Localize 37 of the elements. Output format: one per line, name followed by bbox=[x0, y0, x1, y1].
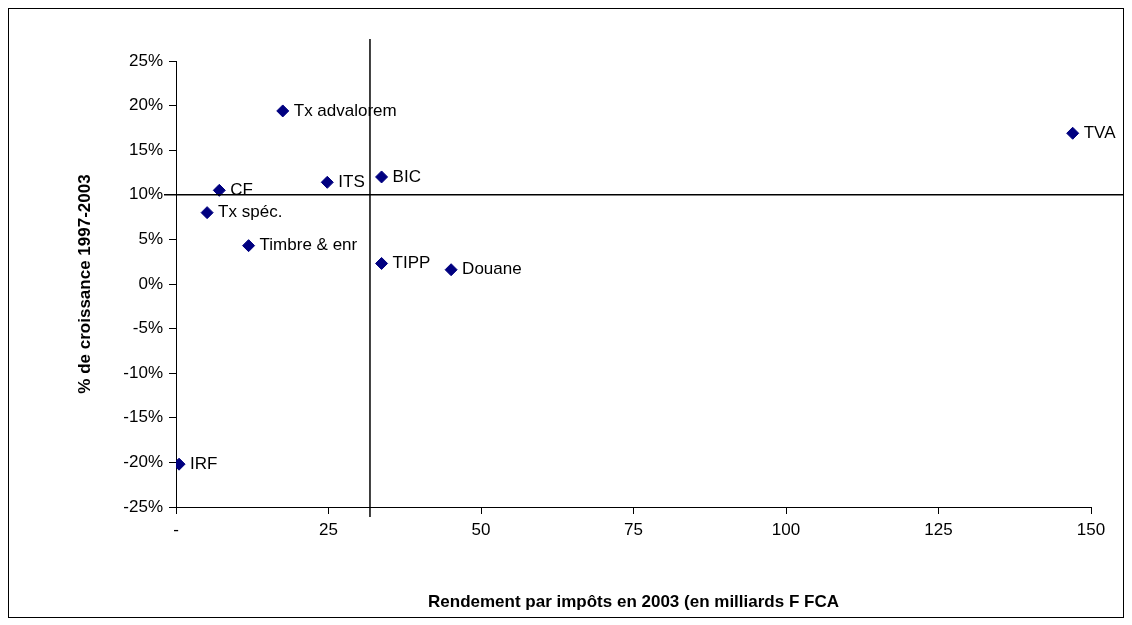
y-tick-label: 25% bbox=[128, 50, 163, 70]
y-tick-label: 20% bbox=[128, 95, 163, 115]
x-axis-title: Rendement par impôts en 2003 (en milliards F FCA bbox=[428, 592, 839, 612]
point bbox=[242, 239, 256, 253]
y-tick-label: -10% bbox=[123, 362, 163, 382]
annotation: TIPP bbox=[392, 253, 431, 273]
point bbox=[276, 104, 290, 118]
point bbox=[320, 175, 334, 189]
x-tick-label: 100 bbox=[771, 519, 801, 539]
annotation: ITS bbox=[338, 172, 365, 191]
annotation: Timbre & enr bbox=[259, 235, 358, 255]
y-tick-label: -25% bbox=[123, 496, 163, 516]
point bbox=[212, 183, 226, 197]
annotation: TVA bbox=[1083, 122, 1117, 142]
x-tick-label: 150 bbox=[1076, 519, 1106, 539]
x-tick-label: 75 bbox=[624, 519, 643, 539]
annotation: Douane bbox=[462, 259, 522, 279]
point bbox=[444, 263, 458, 277]
annotation: Tx spéc. bbox=[218, 202, 283, 222]
y-axis-title: % de croissance 1997-2003 bbox=[74, 174, 94, 394]
y-tick-label: 10% bbox=[128, 184, 163, 204]
annotation: IRF bbox=[190, 453, 218, 473]
y-tick-label: -15% bbox=[123, 407, 163, 427]
point bbox=[200, 206, 214, 220]
y-tick-label: 5% bbox=[138, 229, 163, 249]
y-tick-label: -5% bbox=[132, 318, 163, 338]
annotation: BIC bbox=[392, 166, 421, 186]
point bbox=[375, 170, 389, 184]
point bbox=[375, 256, 389, 270]
x-tick-label: 125 bbox=[924, 519, 953, 539]
x-tick-label: 25 bbox=[319, 519, 338, 539]
y-tick-label: 15% bbox=[128, 139, 163, 159]
y-tick-label: -20% bbox=[123, 452, 163, 472]
y-tick-label: 0% bbox=[138, 273, 163, 293]
x-tick-label: 50 bbox=[471, 519, 491, 539]
x-tick-label: - bbox=[173, 519, 179, 539]
point bbox=[1066, 126, 1080, 140]
